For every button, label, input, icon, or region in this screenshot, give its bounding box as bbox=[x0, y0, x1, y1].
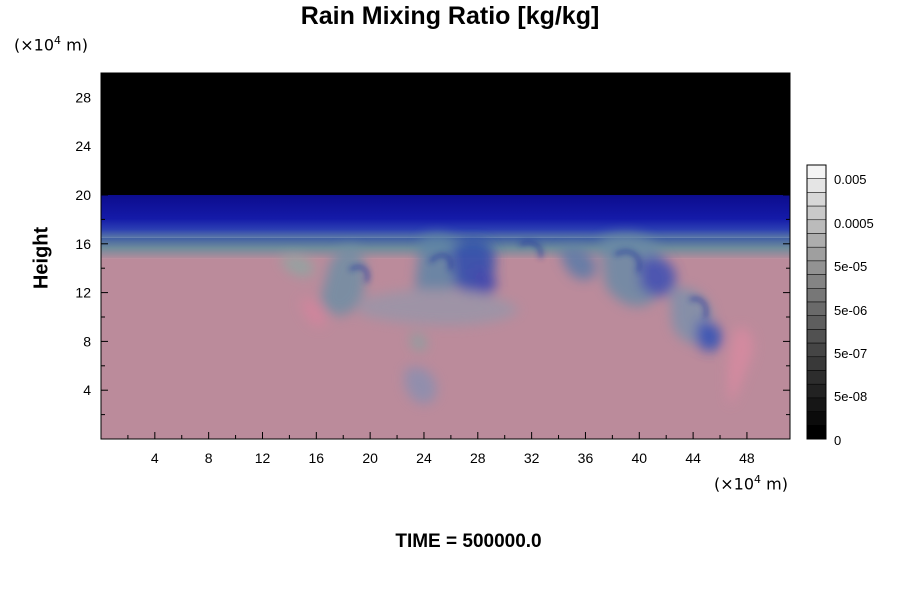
y-tick-label: 28 bbox=[75, 89, 91, 105]
x-tick-label: 32 bbox=[524, 450, 540, 466]
x-tick-label: 16 bbox=[309, 450, 325, 466]
colorbar-cell bbox=[806, 192, 827, 207]
x-tick-label: 20 bbox=[362, 450, 378, 466]
x-tick-label: 40 bbox=[631, 450, 647, 466]
plume-structure bbox=[300, 299, 326, 327]
time-footer: TIME = 500000.0 bbox=[395, 531, 542, 552]
plume-filament bbox=[518, 240, 543, 259]
colorbar-cell bbox=[806, 288, 827, 303]
plume-structure bbox=[280, 255, 314, 277]
colorbar-label: 5e-08 bbox=[834, 389, 867, 404]
plume-structure bbox=[405, 366, 437, 404]
colorbar-cell bbox=[806, 397, 827, 412]
x-tick-label: 24 bbox=[416, 450, 432, 466]
colorbar-label: 0 bbox=[834, 433, 841, 448]
field-layer bbox=[101, 195, 790, 238]
y-tick-label: 4 bbox=[83, 382, 91, 398]
y-tick-label: 24 bbox=[75, 138, 91, 154]
chart-title: Rain Mixing Ratio [kg/kg] bbox=[300, 2, 600, 30]
colorbar-label: 5e-05 bbox=[834, 259, 867, 274]
colorbar-cell bbox=[806, 370, 827, 385]
colorbar-cell bbox=[806, 233, 827, 248]
x-tick-label: 44 bbox=[685, 450, 701, 466]
colorbar-cell bbox=[806, 301, 827, 316]
x-tick-label: 4 bbox=[151, 450, 159, 466]
y-tick-label: 12 bbox=[75, 285, 91, 301]
colorbar-cell bbox=[806, 315, 827, 330]
plume-filament bbox=[428, 253, 453, 271]
colorbar-cell bbox=[806, 219, 827, 234]
colorbar-cell bbox=[806, 425, 827, 440]
field-layer bbox=[101, 73, 790, 195]
plume-structure bbox=[640, 256, 676, 297]
plume-structure bbox=[320, 245, 366, 316]
x-tick-label: 28 bbox=[470, 450, 486, 466]
x-tick-label: 12 bbox=[255, 450, 271, 466]
colorbar-cell bbox=[806, 383, 827, 399]
x-tick-label: 36 bbox=[578, 450, 594, 466]
plume-filament bbox=[613, 249, 642, 273]
colorbar-cell bbox=[806, 164, 827, 179]
plume-structure bbox=[470, 267, 496, 295]
plume-filament bbox=[689, 296, 709, 319]
colorbar-cell bbox=[806, 274, 827, 289]
colorbar-cell bbox=[806, 260, 827, 275]
plume-structure bbox=[560, 246, 596, 280]
colorbar-cell bbox=[806, 246, 827, 262]
plume-structure bbox=[727, 327, 754, 405]
colorbar-label: 5e-06 bbox=[834, 303, 867, 318]
plume-structure bbox=[410, 333, 427, 352]
colorbar-cell bbox=[806, 205, 827, 221]
colorbar-frame bbox=[806, 164, 827, 440]
colorbar-label: 0.0005 bbox=[834, 216, 874, 231]
plume-structure bbox=[360, 289, 520, 326]
y-tick-label: 20 bbox=[75, 187, 91, 203]
plume-structures bbox=[280, 233, 754, 405]
colorbar-cell bbox=[806, 356, 827, 371]
colorbar-cell bbox=[806, 329, 827, 344]
x-tick-label: 48 bbox=[739, 450, 755, 466]
y-unit-label: (×104 m) bbox=[14, 34, 88, 55]
colorbar-cell bbox=[806, 178, 827, 193]
plot-frame bbox=[100, 72, 791, 440]
y-tick-label: 16 bbox=[75, 236, 91, 252]
plume-details bbox=[348, 240, 709, 319]
plume-filament bbox=[348, 264, 370, 283]
x-tick-label: 8 bbox=[205, 450, 213, 466]
x-unit-label: (×104 m) bbox=[714, 473, 788, 494]
y-tick-label: 8 bbox=[83, 333, 91, 349]
colorbar-label: 5e-07 bbox=[834, 346, 867, 361]
colorbar-cell bbox=[806, 411, 827, 426]
colorbar-cell bbox=[806, 342, 827, 358]
colorbar-label: 0.005 bbox=[834, 172, 867, 187]
plume-structure bbox=[695, 320, 723, 351]
